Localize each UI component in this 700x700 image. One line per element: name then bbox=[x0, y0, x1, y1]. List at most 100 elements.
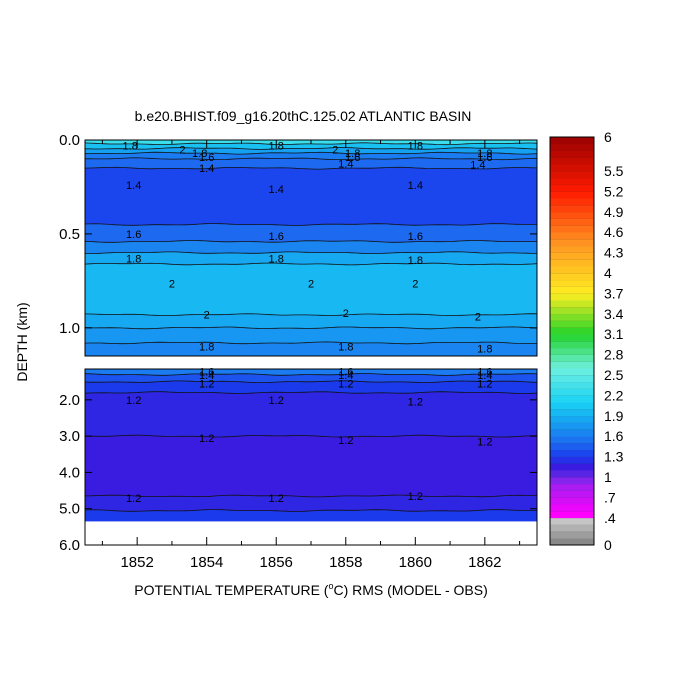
contour-label: 1.6 bbox=[477, 152, 492, 164]
colorbar-label: 2.8 bbox=[604, 347, 624, 363]
upper-panel-contour-line bbox=[85, 251, 537, 254]
colorbar-swatch bbox=[550, 517, 594, 525]
x-axis-label: POTENTIAL TEMPERATURE (oC) RMS (MODEL - … bbox=[134, 581, 488, 598]
colorbar-label: 3.1 bbox=[604, 326, 624, 342]
colorbar-swatch bbox=[550, 347, 594, 355]
colorbar-swatch bbox=[550, 313, 594, 321]
colorbar-swatch bbox=[550, 327, 594, 335]
colorbar-swatch bbox=[550, 341, 594, 349]
y-tick-label: 5.0 bbox=[59, 501, 80, 518]
y-tick-label: 2.0 bbox=[59, 392, 80, 409]
upper-panel-contour-line bbox=[85, 341, 537, 345]
contour-label: 1.6 bbox=[408, 231, 423, 243]
contour-label: 1.2 bbox=[477, 437, 492, 449]
colorbar-swatch bbox=[550, 456, 594, 464]
colorbar-swatch bbox=[550, 524, 594, 532]
lower-panel-contour-line bbox=[85, 434, 537, 438]
lower-panel-contour-line bbox=[85, 380, 537, 383]
x-tick-label: 1854 bbox=[190, 554, 223, 571]
contour-label: 1.2 bbox=[199, 379, 214, 391]
colorbar-swatch bbox=[550, 286, 594, 294]
colorbar-swatch bbox=[550, 381, 594, 389]
colorbar-swatch bbox=[550, 164, 594, 172]
contour-label: 2 bbox=[179, 144, 185, 156]
upper-panel-contour-line bbox=[85, 166, 537, 170]
colorbar-swatch bbox=[550, 490, 594, 498]
colorbar-label: 4.6 bbox=[604, 224, 624, 240]
lower-panel-y-axis: 2.0 3.0 4.0 5.0 6.0 bbox=[59, 392, 537, 554]
upper-panel-contour-lines bbox=[85, 142, 537, 345]
colorbar-swatch bbox=[550, 137, 594, 145]
contour-label: 1.4 bbox=[338, 370, 353, 382]
colorbar-swatch bbox=[550, 402, 594, 410]
colorbar-swatch bbox=[550, 361, 594, 369]
upper-panel-contour-line bbox=[85, 147, 537, 150]
colorbar-swatch bbox=[550, 443, 594, 451]
contour-label: 1.4 bbox=[338, 159, 353, 171]
contour-label: 1.2 bbox=[477, 379, 492, 391]
colorbar-label: .4 bbox=[604, 510, 616, 526]
contour-label: 1.4 bbox=[199, 163, 214, 175]
contour-label: 2 bbox=[308, 279, 314, 291]
upper-panel-contour-line bbox=[85, 326, 537, 330]
lower-panel-contour-line bbox=[85, 494, 537, 498]
upper-panel-contour-line bbox=[85, 313, 537, 316]
y-tick-label: 0.0 bbox=[59, 132, 80, 149]
contour-label: 1.6 bbox=[269, 231, 284, 243]
colorbar-frame bbox=[549, 136, 595, 546]
contour-label: 1.8 bbox=[199, 342, 214, 354]
colorbar-label: 6 bbox=[604, 129, 612, 145]
contour-label: 2 bbox=[412, 279, 418, 291]
colorbar-label: 4.9 bbox=[604, 204, 624, 220]
contour-label: 2 bbox=[204, 310, 210, 322]
colorbar-swatch bbox=[550, 184, 594, 192]
x-tick-label: 1858 bbox=[329, 554, 362, 571]
contour-label: 1.2 bbox=[126, 395, 141, 407]
colorbar-swatch bbox=[550, 143, 594, 151]
x-tick-label: 1860 bbox=[399, 554, 432, 571]
y-tick-label: 3.0 bbox=[59, 428, 80, 445]
colorbar-swatch bbox=[550, 388, 594, 396]
contour-label: 1.4 bbox=[126, 180, 141, 192]
colorbar-swatch bbox=[550, 511, 594, 519]
colorbar-swatch bbox=[550, 354, 594, 362]
colorbar-swatch bbox=[550, 307, 594, 315]
lower-panel: 1.6 1.6 1.61.4 1.4 1.41.2 1.2 1.21.2 1.2 1.21.2 1… bbox=[59, 140, 538, 571]
lower-panel-contour-lines bbox=[85, 373, 537, 512]
colorbar-swatch bbox=[550, 198, 594, 206]
y-tick-label: 6.0 bbox=[59, 537, 80, 554]
upper-panel-contour-line bbox=[85, 151, 537, 155]
colorbar-swatch bbox=[550, 497, 594, 505]
lower-panel-contour-line bbox=[85, 391, 537, 394]
colorbar-label: 5.2 bbox=[604, 183, 624, 199]
contour-label: 1.8 bbox=[408, 255, 423, 267]
colorbar-label: 1.6 bbox=[604, 428, 624, 444]
contour-label: 2 bbox=[343, 308, 349, 320]
contour-label: 1.8 bbox=[269, 253, 284, 265]
upper-panel-contour-line bbox=[85, 240, 537, 243]
contour-label: 1.2 bbox=[338, 379, 353, 391]
chart-title: b.e20.BHIST.f09_g16.20thC.125.02 ATLANTI… bbox=[135, 108, 472, 124]
colorbar-swatch bbox=[550, 293, 594, 301]
colorbar-swatch bbox=[550, 463, 594, 471]
y-tick-label: 1.0 bbox=[59, 320, 80, 337]
lower-panel-contour-labels: 1.6 1.6 1.61.4 1.4 1.41.2 1.2 1.21.2 1.2 1.21.2 1… bbox=[126, 367, 492, 505]
upper-panel-contour-labels: 1.8 2 1.81.61.8 2 1.81.61.41.81.81.61.41.41.… bbox=[123, 141, 493, 356]
contour-label: 1.4 bbox=[199, 370, 214, 382]
x-tick-label: 1862 bbox=[468, 554, 501, 571]
contour-label: 1.6 bbox=[126, 229, 141, 241]
colorbar-swatch bbox=[550, 239, 594, 247]
colorbar-swatch bbox=[550, 273, 594, 281]
upper-panel-band bbox=[85, 341, 537, 356]
upper-panel-contour-line bbox=[85, 157, 537, 161]
colorbar-swatches bbox=[550, 136, 594, 546]
upper-panel: 1.8 2 1.81.61.8 2 1.81.61.41.81.81.61.41.41.… bbox=[59, 132, 538, 357]
lower-panel-band bbox=[85, 509, 537, 524]
colorbar-swatch bbox=[550, 225, 594, 233]
colorbar-label: 3.7 bbox=[604, 285, 624, 301]
contour-label: 2 bbox=[169, 279, 175, 291]
colorbar-label: 1.9 bbox=[604, 408, 624, 424]
colorbar-label: 2.2 bbox=[604, 387, 624, 403]
colorbar-swatch bbox=[550, 150, 594, 158]
